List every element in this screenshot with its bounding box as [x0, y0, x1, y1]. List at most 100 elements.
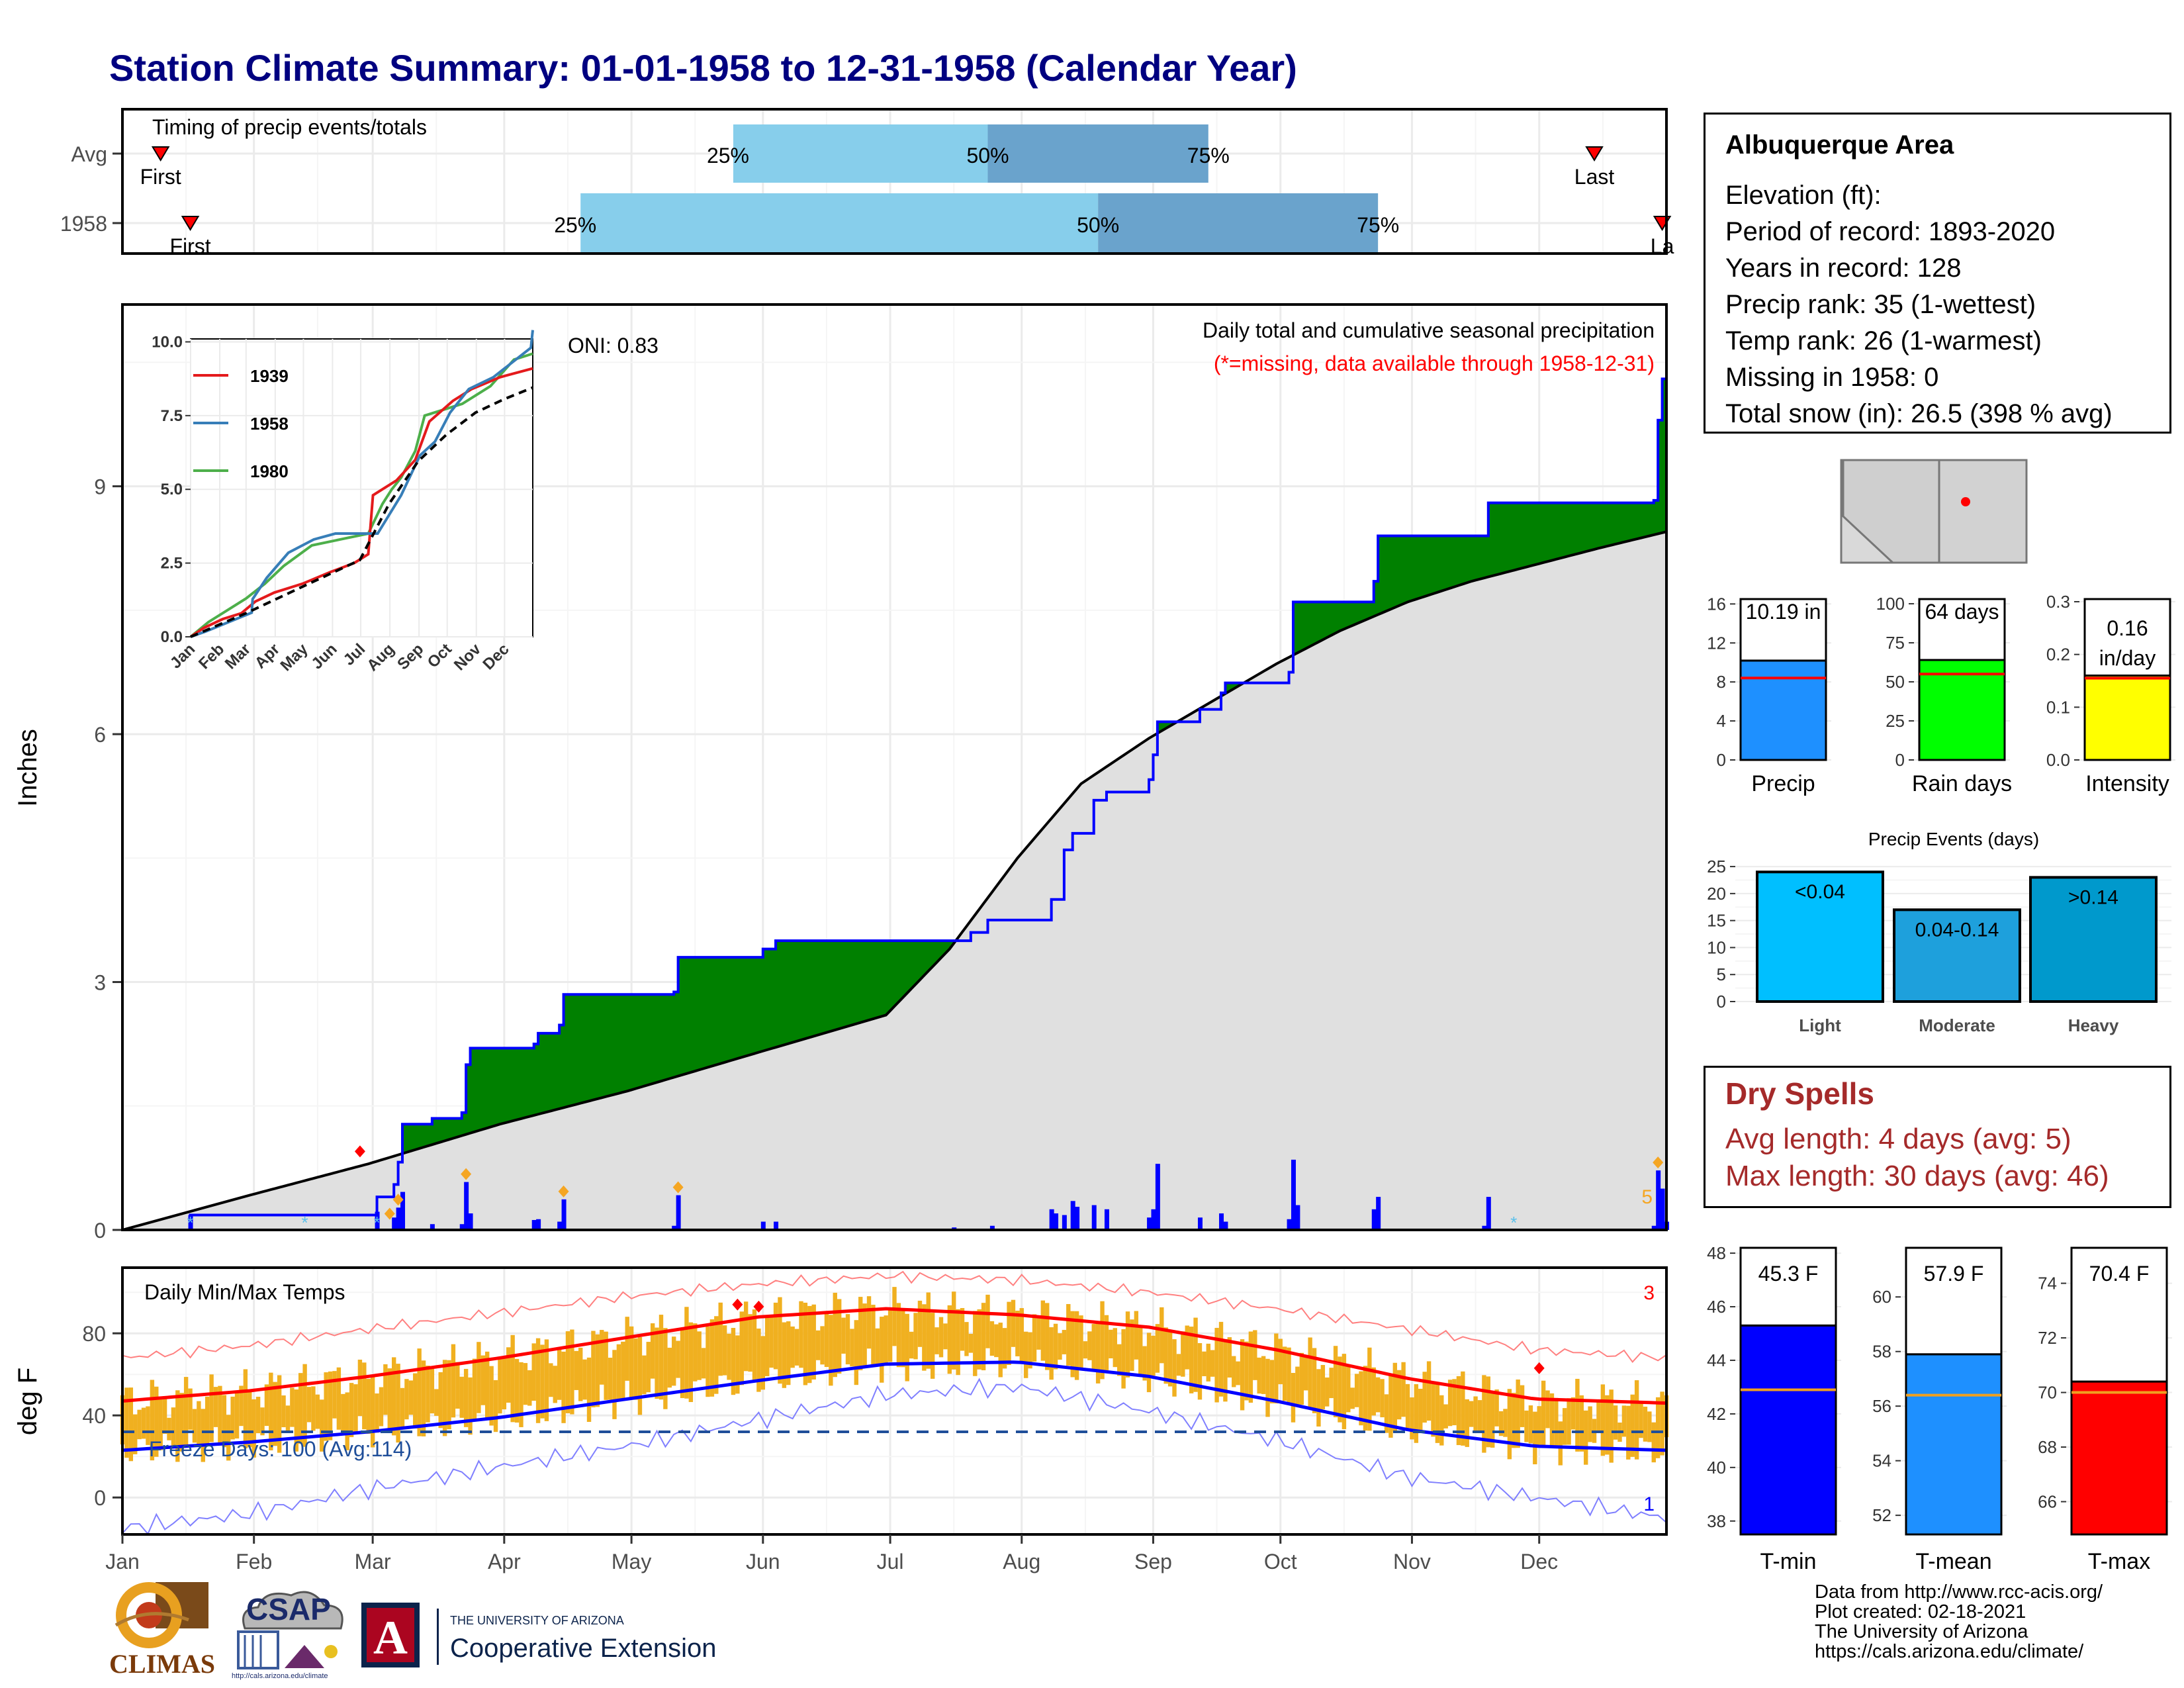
daily-temp-bar [985, 1294, 990, 1348]
daily-temp-bar [1549, 1393, 1555, 1448]
daily-temp-bar [1074, 1311, 1079, 1380]
precip-daily-record-marker [354, 1145, 365, 1158]
daily-temp-bar [684, 1307, 689, 1399]
precip-departure-fill [508, 1047, 514, 1123]
precip-departure-fill [1335, 601, 1340, 634]
month-tick-label: May [612, 1550, 651, 1573]
daily-precip-bar [1223, 1221, 1228, 1230]
daily-temp-bar [459, 1376, 464, 1418]
mini-bar-category-label: Rain days [1912, 771, 2012, 796]
daily-temp-bar [1058, 1333, 1062, 1360]
precip-departure-fill [542, 1033, 547, 1114]
daily-temp-bar [1401, 1362, 1406, 1417]
daily-temp-bar [1545, 1390, 1550, 1429]
dry-spells-avg: Avg length: 4 days (avg: 5) [1725, 1123, 2071, 1155]
precip-departure-fill [1522, 502, 1527, 569]
mini-bar-tick-label: 8 [1717, 672, 1726, 692]
daily-temp-bar [540, 1344, 545, 1419]
daily-temp-bar [1461, 1371, 1465, 1446]
years-text: Years in record: 128 [1725, 254, 1962, 283]
inset-y-tick-label: 7.5 [161, 407, 183, 425]
oni-label: ONI: 0.83 [568, 334, 659, 357]
daily-temp-bar [586, 1357, 592, 1422]
daily-temp-bar [1605, 1395, 1610, 1455]
daily-temp-bar [570, 1329, 574, 1415]
precip-departure-fill [444, 1117, 450, 1142]
precip-departure-fill [1411, 536, 1417, 601]
climas-text: CLIMAS [109, 1649, 216, 1679]
precip-departure-fill [1339, 601, 1345, 632]
daily-temp-bar [320, 1399, 324, 1452]
daily-temp-bar [1354, 1374, 1359, 1407]
daily-temp-bar [209, 1374, 214, 1442]
daily-temp-bar [353, 1384, 358, 1434]
precip-departure-fill [486, 1047, 492, 1129]
daily-temp-bar [1567, 1398, 1571, 1445]
timing-q75-label: 75% [1357, 213, 1399, 237]
daily-temp-bar [1516, 1379, 1520, 1448]
daily-temp-bar [239, 1385, 244, 1427]
daily-temp-bar [1634, 1380, 1639, 1460]
precip-departure-fill [729, 957, 734, 1062]
precip-departure-fill [643, 994, 649, 1087]
daily-temp-bar [1176, 1354, 1181, 1376]
daily-temp-bar [1040, 1300, 1046, 1361]
credits: Data from http://www.rcc-acis.org/ Plot … [1815, 1582, 2103, 1662]
month-tick-label: Oct [1264, 1550, 1297, 1573]
daily-temp-bar [887, 1309, 893, 1362]
inset-y-tick-label: 0.0 [161, 628, 183, 646]
precip-departure-fill [1513, 502, 1519, 571]
temp-bar-tick-label: 60 [1872, 1287, 1891, 1307]
temp-y-tick-label: 80 [82, 1322, 106, 1346]
daily-temp-bar [255, 1397, 261, 1434]
daily-temp-bar [829, 1315, 833, 1386]
precip-departure-fill [707, 957, 713, 1068]
daily-precip-bar [1660, 1188, 1665, 1230]
mini-bar-intensity [2083, 675, 2171, 761]
daily-temp-bar [905, 1313, 909, 1382]
daily-temp-bar [387, 1368, 392, 1429]
precip-departure-fill [1509, 502, 1514, 572]
timing-row-name: Avg [71, 142, 107, 166]
daily-temp-bar [1100, 1301, 1105, 1380]
daily-temp-bar [243, 1369, 248, 1448]
daily-temp-bar [260, 1407, 265, 1436]
temp-bar-tick-label: 68 [2038, 1437, 2057, 1457]
credit-plot-created: Plot created: 02-18-2021 [1815, 1601, 2026, 1622]
timing-marker [151, 146, 170, 162]
precip-departure-fill [1525, 502, 1531, 568]
daily-temp-bar [150, 1380, 155, 1461]
precip-departure-fill [1462, 536, 1468, 585]
precip-departure-fill [1632, 502, 1637, 541]
month-axis: Jan Feb Mar Apr May Jun Jul Aug Sep Oct Nov Dec [105, 1534, 1558, 1573]
precip-departure-fill [1555, 502, 1561, 560]
mini-bar-panels: 0 4 8 12 16 10.19 in Precip 0 25 50 75 100 64 days Ra… [1707, 592, 2175, 796]
precip-departure-fill [1560, 502, 1565, 559]
precip-departure-fill [745, 957, 751, 1056]
precip-departure-fill [648, 994, 653, 1086]
precip-departure-fill [1301, 601, 1306, 651]
daily-temp-bar [1512, 1393, 1516, 1448]
map-station-marker [1961, 497, 1970, 506]
daily-temp-bar [315, 1394, 320, 1429]
precip-departure-fill [1496, 502, 1502, 575]
temp-bar-tick-label: 44 [1707, 1350, 1726, 1370]
daily-temp-bar [557, 1349, 562, 1400]
map-state-west [1842, 459, 1940, 564]
daily-temp-bar [892, 1287, 897, 1346]
daily-temp-bar [824, 1313, 829, 1368]
precip-departure-fill [1386, 536, 1391, 612]
month-tick-label: Mar [355, 1550, 391, 1573]
daily-temp-bar [273, 1382, 277, 1446]
daily-temp-bar [357, 1359, 363, 1417]
temp-bar-tick-label: 46 [1707, 1297, 1726, 1317]
precip-departure-fill [792, 940, 797, 1043]
events-tick-label: 25 [1707, 857, 1726, 876]
precip-departure-fill [529, 1047, 535, 1117]
precip-departure-fill [1539, 502, 1544, 565]
daily-temp-bar [862, 1303, 867, 1368]
precip-departure-fill [860, 940, 866, 1023]
daily-temp-bar [989, 1321, 995, 1356]
precip-departure-fill [1653, 500, 1659, 536]
daily-temp-bar [1422, 1372, 1427, 1423]
